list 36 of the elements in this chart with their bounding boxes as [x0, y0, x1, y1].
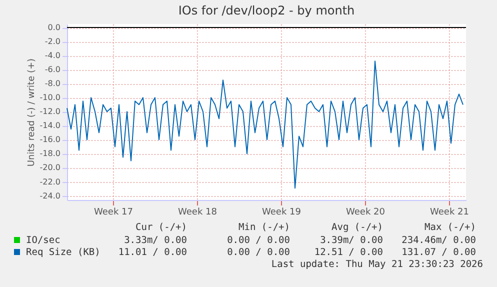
y-tick-label: -20.0: [40, 163, 60, 172]
y-tick-label: -8.0: [44, 79, 60, 88]
x-tick-label: Week 21: [430, 208, 469, 218]
text: Last update: Thu May 21 23:30:23 2026: [271, 259, 484, 270]
x-tick-label: Week 20: [346, 208, 386, 218]
line-series: [66, 60, 464, 189]
text: 3.33m/ 0.00: [124, 235, 188, 246]
y-tick-label: -18.0: [40, 149, 60, 158]
x-tick-label: Week 17: [94, 208, 133, 218]
y-tick-label: -10.0: [40, 93, 60, 102]
chart-title: IOs for /dev/loop2 - by month: [178, 4, 355, 18]
x-tick-label: Week 19: [262, 208, 302, 218]
y-tick-label: -6.0: [44, 65, 60, 74]
y-axis-title: Units read (-) / write (+): [26, 58, 37, 167]
text: Max (-/+): [424, 222, 476, 233]
y-tick-label: 0.0: [48, 23, 60, 32]
text: 3.39m/ 0.00: [320, 235, 384, 246]
legend-label: IO/sec: [26, 235, 60, 246]
y-tick-label: -12.0: [40, 107, 60, 116]
y-tick-label: -22.0: [40, 177, 60, 186]
text: Avg (-/+): [332, 222, 383, 233]
y-tick-label: -4.0: [44, 51, 60, 60]
text: 0.00 / 0.00: [227, 235, 290, 246]
y-tick-label: -14.0: [40, 121, 60, 130]
text: 12.51 / 0.00: [314, 247, 384, 258]
y-tick-label: -16.0: [40, 135, 60, 144]
text: 11.01 / 0.00: [118, 247, 188, 258]
text: 0.00 / 0.00: [227, 247, 290, 258]
y-tick-label: -24.0: [40, 191, 60, 200]
x-tick-label: Week 18: [178, 208, 218, 218]
text: 234.46m/ 0.00: [402, 235, 476, 246]
y-tick-label: -2.0: [44, 37, 60, 46]
text: Cur (-/+): [136, 222, 187, 233]
text: 131.07 / 0.00: [402, 247, 476, 258]
text: Min (-/+): [238, 222, 290, 233]
legend-label: Req Size (KB): [26, 247, 100, 258]
